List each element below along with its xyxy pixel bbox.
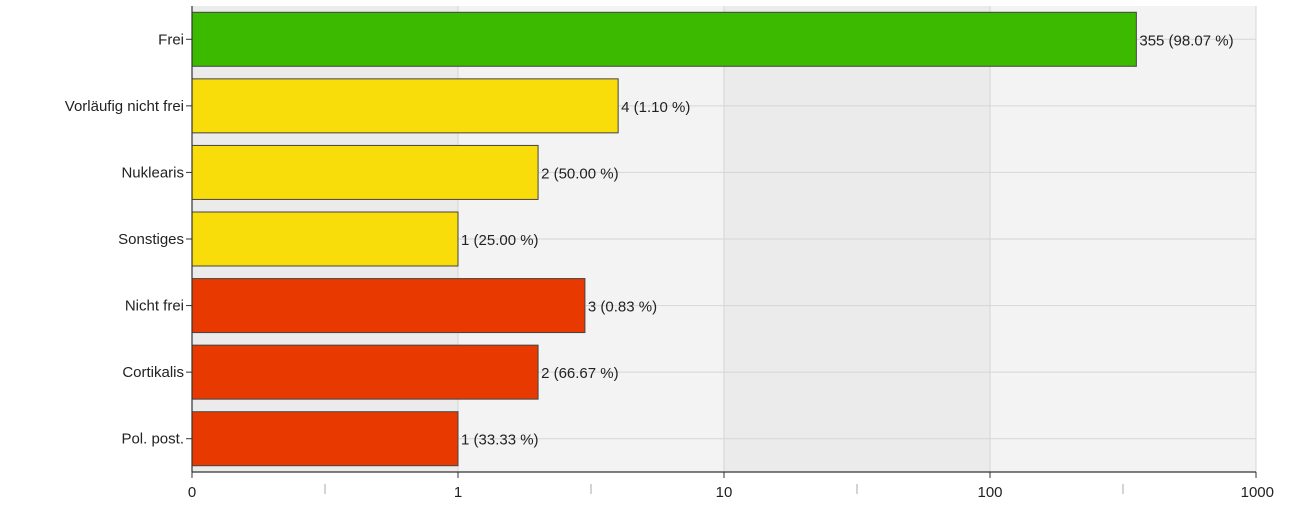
category-label: Pol. post. (121, 431, 184, 448)
value-label: 3 (0.83 %) (588, 299, 657, 316)
x-tick-label: 1 (454, 484, 462, 501)
bar (191, 211, 459, 267)
value-label: 2 (50.00 %) (541, 165, 619, 182)
bar (191, 11, 1137, 67)
value-label: 2 (66.67 %) (541, 365, 619, 382)
category-label: Cortikalis (122, 364, 184, 381)
category-labels: Frei Vorläufig nicht frei Nuklearis Sonstig… (65, 31, 184, 447)
bars (191, 11, 1137, 467)
value-label: 1 (33.33 %) (461, 432, 539, 449)
category-label: Frei (158, 31, 184, 48)
category-label: Vorläufig nicht frei (65, 98, 184, 115)
x-tick-label: 10 (716, 484, 733, 501)
value-label: 355 (98.07 %) (1139, 32, 1233, 49)
category-label: Sonstiges (118, 231, 184, 248)
bar (191, 411, 459, 467)
axes (186, 6, 1257, 494)
x-tick-labels: 0 1 10 100 1000 (188, 484, 1274, 501)
category-label: Nicht frei (125, 298, 184, 315)
x-tick-label: 0 (188, 484, 196, 501)
value-label: 1 (25.00 %) (461, 232, 539, 249)
bar (191, 278, 586, 334)
bar (191, 144, 539, 200)
value-labels: 355 (98.07 %) 4 (1.10 %) 2 (50.00 %) 1 (25.… (461, 32, 1234, 448)
category-label: Nuklearis (121, 164, 184, 181)
x-tick-label: 1000 (1241, 484, 1274, 501)
x-tick-label: 100 (977, 484, 1002, 501)
bar (191, 344, 539, 400)
bar (191, 78, 619, 134)
value-label: 4 (1.10 %) (621, 99, 690, 116)
